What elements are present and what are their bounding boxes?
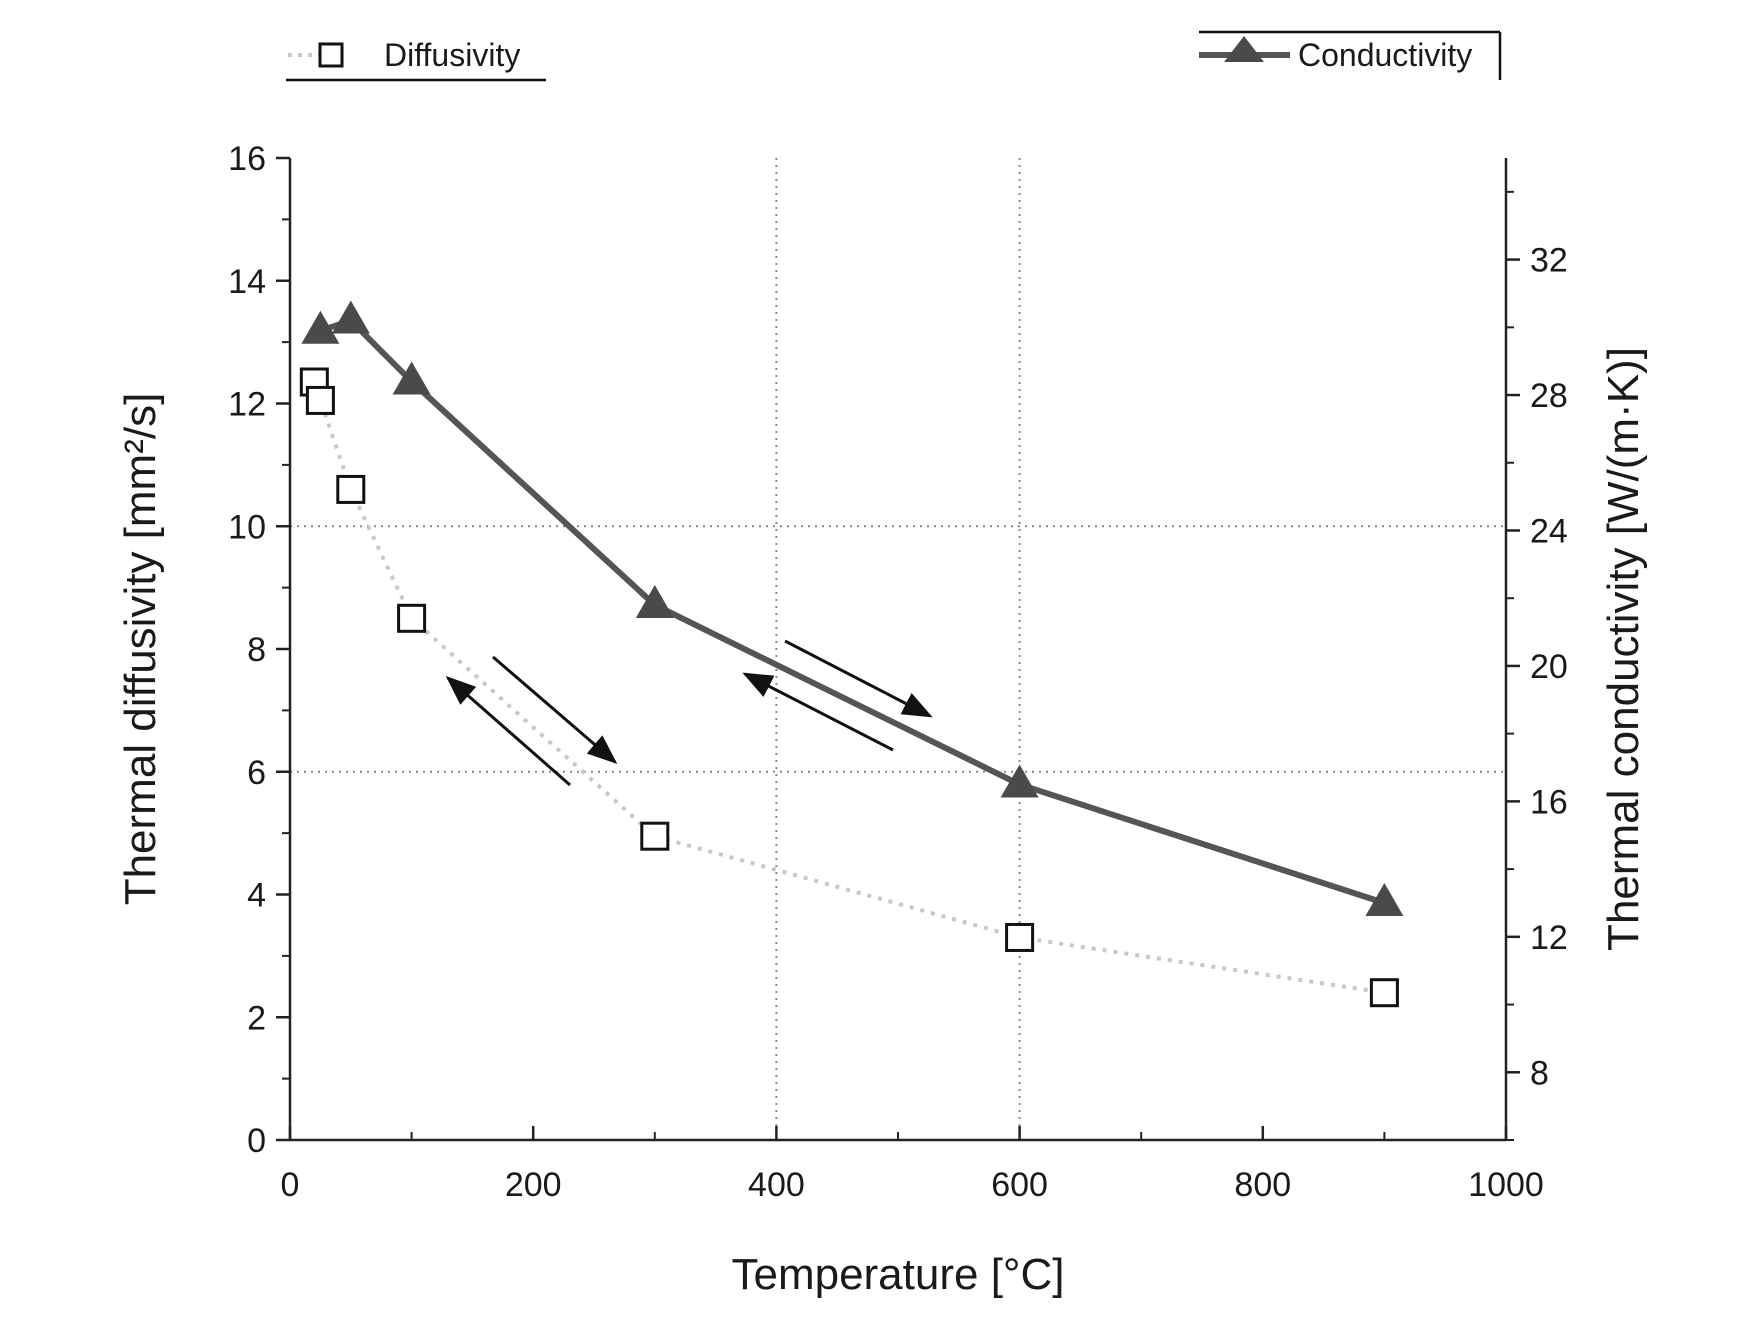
left-y-axis-title: Thermal diffusivity [mm²/s]	[116, 393, 165, 906]
left-y-tick-label: 12	[228, 386, 266, 424]
conductivity-point	[331, 300, 370, 334]
x-tick-label: 200	[505, 1166, 562, 1204]
right-y-tick-label: 28	[1530, 377, 1568, 415]
arrow-cooling-diffusivity	[445, 676, 571, 787]
legend-diffusivity: Diffusivity	[286, 37, 546, 82]
left-y-tick-label: 6	[247, 754, 266, 792]
x-tick-label: 400	[748, 1166, 805, 1204]
x-tick-label: 800	[1234, 1166, 1291, 1204]
left-y-tick-label: 2	[247, 999, 266, 1037]
diffusivity-point	[397, 603, 427, 633]
x-tick-label: 0	[281, 1166, 300, 1204]
diffusivity-point	[336, 474, 366, 504]
right-y-tick-label: 12	[1530, 919, 1568, 957]
left-y-tick-label: 0	[247, 1122, 266, 1160]
right-y-tick-label: 20	[1530, 648, 1568, 686]
conductivity-point	[635, 584, 674, 618]
arrow-heating-conductivity	[784, 639, 933, 718]
direction-arrows	[445, 639, 933, 787]
legend-label-conductivity: Conductivity	[1298, 37, 1472, 73]
right-y-axis-title: Thermal conductivity [W/(m·K)]	[1599, 347, 1648, 951]
ticks: 0 200 400 600 800 100002468101214168121620242…	[228, 140, 1568, 1204]
x-tick-label: 600	[991, 1166, 1048, 1204]
left-y-tick-label: 16	[228, 140, 266, 178]
legend-label-diffusivity: Diffusivity	[384, 37, 520, 73]
diffusivity-point	[305, 385, 335, 415]
x-tick-label: 1000	[1468, 1166, 1544, 1204]
diffusivity-line	[312, 381, 1385, 995]
grid	[290, 158, 1506, 1140]
arrow-heating-diffusivity	[492, 655, 618, 764]
legend-triangle-icon	[1224, 36, 1264, 62]
legend-square-icon	[318, 42, 344, 68]
right-y-tick-label: 16	[1530, 783, 1568, 821]
right-y-tick-label: 24	[1530, 512, 1568, 550]
series	[299, 300, 1404, 1008]
diffusivity-point	[1005, 922, 1035, 952]
conductivity-point	[301, 310, 340, 344]
legend: Diffusivity Conductivity	[286, 30, 1502, 82]
legend-conductivity: Conductivity	[1199, 30, 1502, 80]
left-y-tick-label: 14	[228, 263, 266, 301]
axes	[288, 158, 1508, 1142]
diffusivity-point	[1369, 978, 1399, 1008]
x-axis-title: Temperature [°C]	[731, 1250, 1064, 1299]
arrow-cooling-conductivity	[742, 672, 894, 752]
left-y-tick-label: 10	[228, 508, 266, 546]
conductivity-point	[392, 361, 431, 395]
left-y-tick-label: 8	[247, 631, 266, 669]
conductivity-point	[1000, 764, 1039, 798]
right-y-tick-label: 32	[1530, 242, 1568, 280]
conductivity-line	[319, 317, 1386, 906]
conductivity-point	[1365, 882, 1404, 916]
diffusivity-point	[640, 821, 670, 851]
right-y-tick-label: 8	[1530, 1054, 1549, 1092]
left-y-tick-label: 4	[247, 877, 266, 915]
